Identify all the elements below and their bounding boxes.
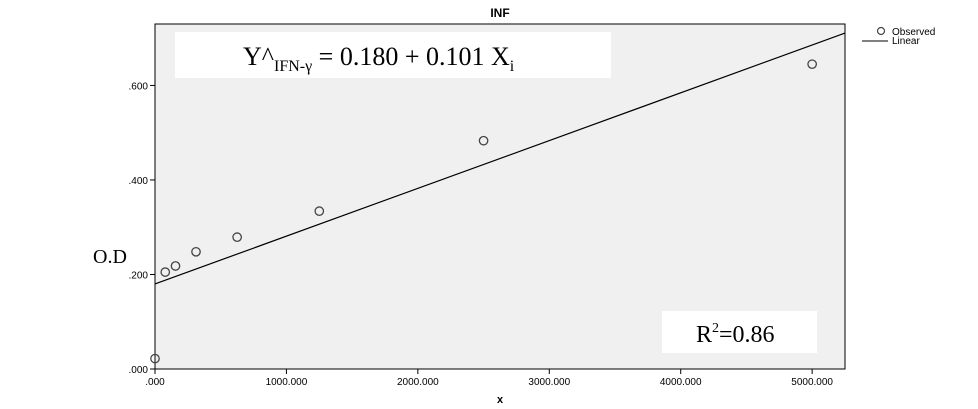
- equation-rhs-subscript: i: [510, 58, 515, 75]
- x-tick-label: 1000.000: [266, 377, 308, 388]
- observed-point: [314, 206, 325, 217]
- y-tick-label: .200: [129, 270, 149, 281]
- legend: Observed Linear: [862, 26, 935, 47]
- observed-point: [807, 59, 817, 70]
- equation-rhs: = 0.180 + 0.101 X: [312, 42, 510, 71]
- linear-fit-group: [154, 32, 846, 285]
- r-squared-label: R2=0.86: [696, 321, 775, 348]
- linear-fit-line: [154, 32, 846, 285]
- y-tick-label: .600: [129, 81, 149, 92]
- observed-point: [170, 261, 181, 271]
- legend-observed-marker: [876, 26, 886, 36]
- legend-observed-label: Observed: [892, 27, 935, 38]
- x-tick-label: 4000.000: [660, 377, 702, 388]
- x-tick-label: 5000.000: [791, 377, 833, 388]
- observed-point: [232, 232, 242, 242]
- y-axis-ticks: .000 .200 .400 .600: [129, 81, 155, 376]
- r-squared-base: R: [696, 322, 712, 348]
- x-axis-label: x: [497, 394, 504, 406]
- observed-point: [478, 135, 489, 146]
- observed-point: [191, 246, 201, 257]
- y-tick-label: .400: [129, 176, 149, 187]
- y-axis-label: O.D: [93, 246, 127, 268]
- x-tick-label: .000: [145, 377, 165, 388]
- x-tick-label: 3000.000: [528, 377, 570, 388]
- r-squared-box: [662, 311, 817, 353]
- equation-lhs: Y^: [243, 42, 274, 71]
- observed-points-group: [150, 59, 817, 364]
- chart-title: INF: [490, 6, 509, 20]
- equation-box: [175, 32, 611, 78]
- equation-subscript: IFN-γ: [274, 58, 312, 75]
- legend-linear-label: Linear: [892, 36, 920, 47]
- x-tick-label: 2000.000: [397, 377, 439, 388]
- regression-equation: Y^IFN-γ = 0.180 + 0.101 Xi: [243, 42, 515, 75]
- observed-point: [150, 353, 160, 364]
- x-axis-ticks: .000 1000.000 2000.000 3000.000 4000.000 5000…: [145, 369, 833, 388]
- r-squared-value: =0.86: [719, 322, 775, 348]
- y-tick-label: .000: [129, 365, 149, 376]
- r-squared-sup: 2: [712, 321, 719, 336]
- observed-point: [160, 267, 171, 277]
